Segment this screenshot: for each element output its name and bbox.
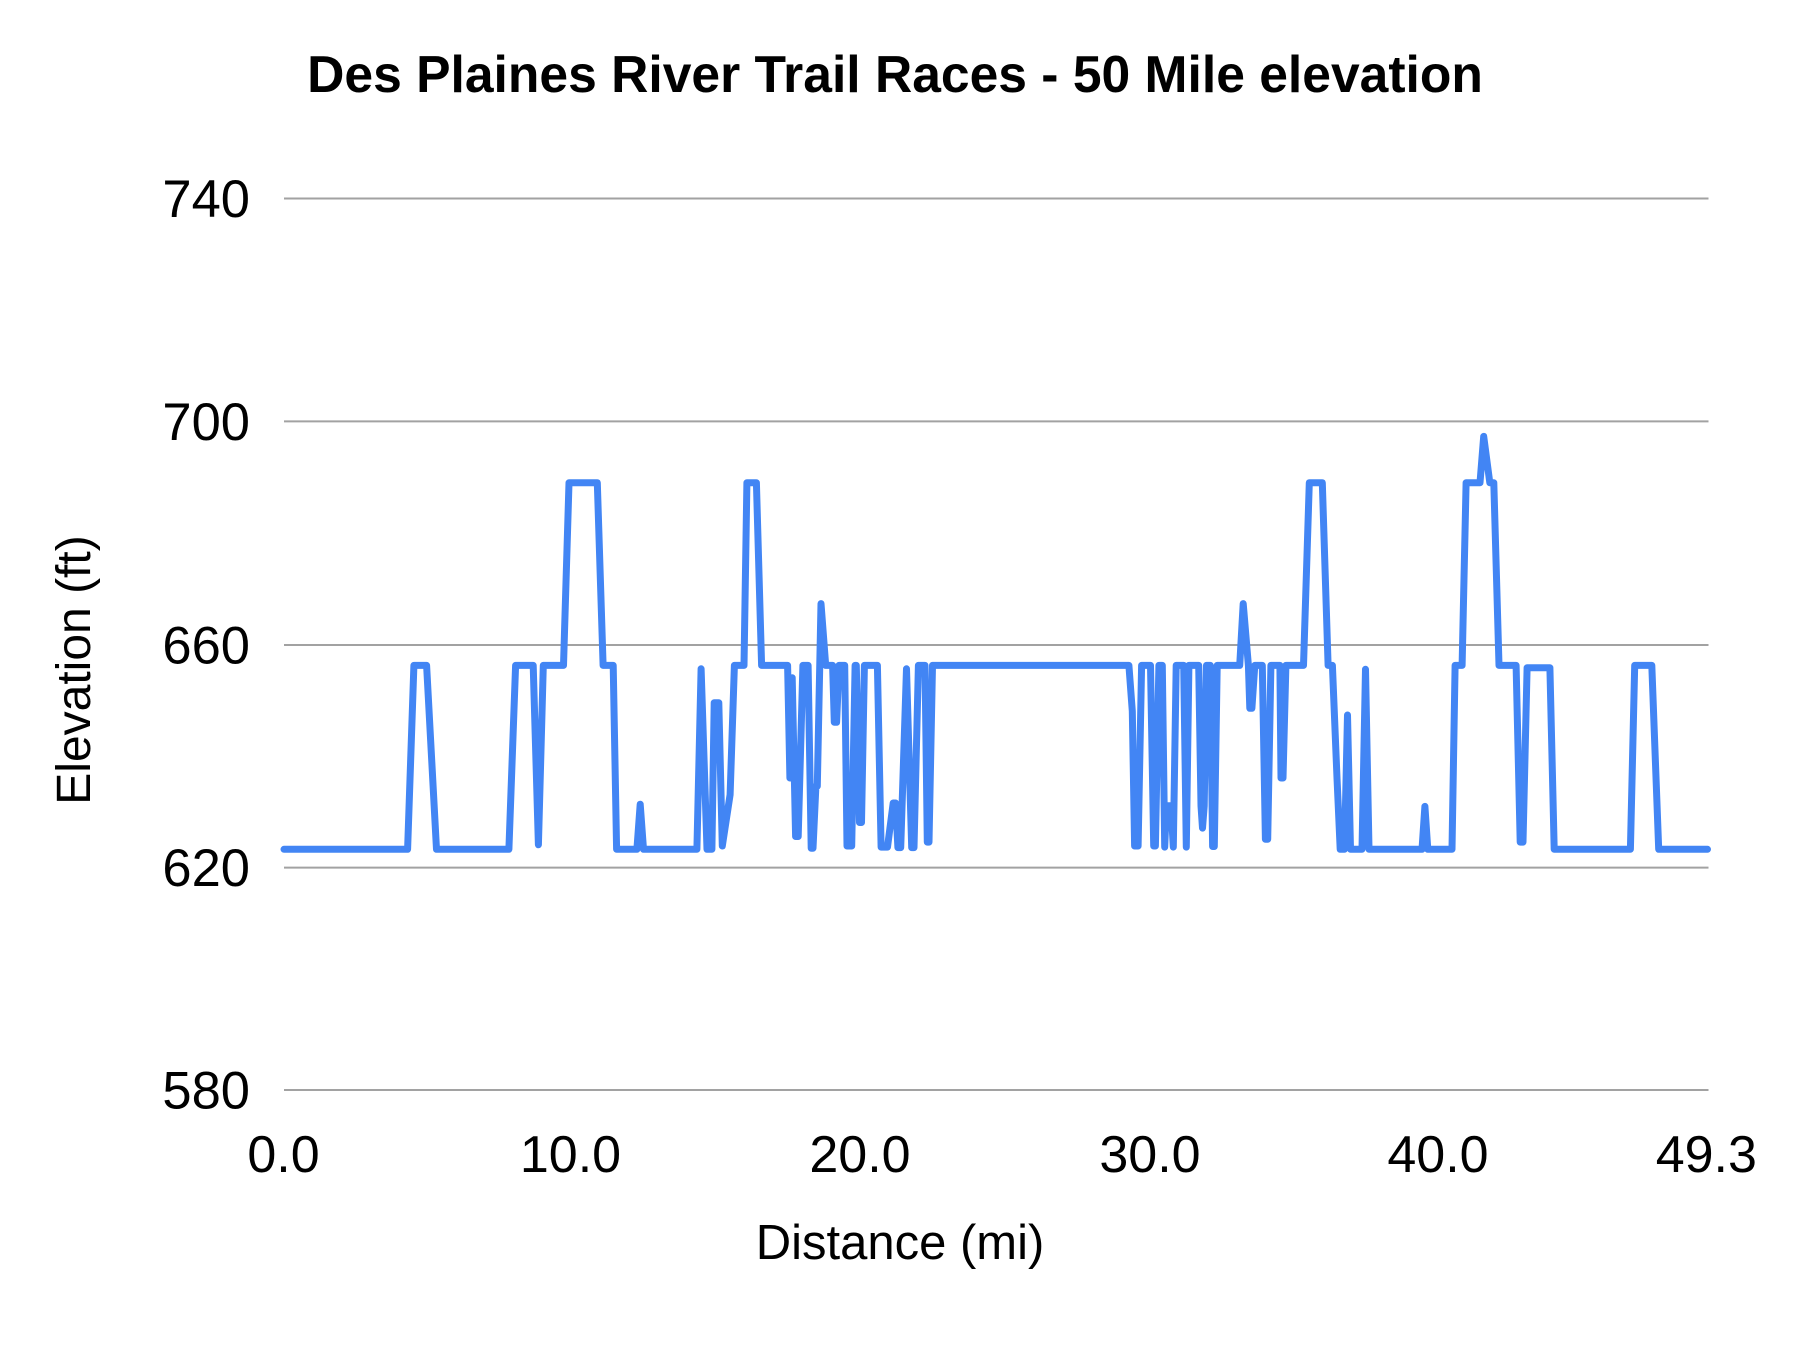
svg-text:20.0: 20.0 bbox=[809, 1126, 910, 1184]
svg-text:0.0: 0.0 bbox=[247, 1126, 319, 1184]
svg-text:700: 700 bbox=[162, 393, 250, 452]
svg-text:Distance (mi): Distance (mi) bbox=[756, 1216, 1045, 1270]
svg-text:40.0: 40.0 bbox=[1387, 1126, 1488, 1184]
svg-text:740: 740 bbox=[162, 170, 250, 229]
svg-text:10.0: 10.0 bbox=[520, 1126, 621, 1184]
svg-text:620: 620 bbox=[162, 839, 250, 898]
svg-text:Elevation (ft): Elevation (ft) bbox=[48, 535, 101, 804]
svg-text:30.0: 30.0 bbox=[1099, 1126, 1200, 1184]
svg-text:660: 660 bbox=[162, 617, 250, 676]
svg-text:Des Plaines River Trail Races: Des Plaines River Trail Races - 50 Mile … bbox=[307, 45, 1483, 103]
svg-text:580: 580 bbox=[162, 1062, 250, 1121]
svg-text:49.3: 49.3 bbox=[1656, 1126, 1757, 1184]
